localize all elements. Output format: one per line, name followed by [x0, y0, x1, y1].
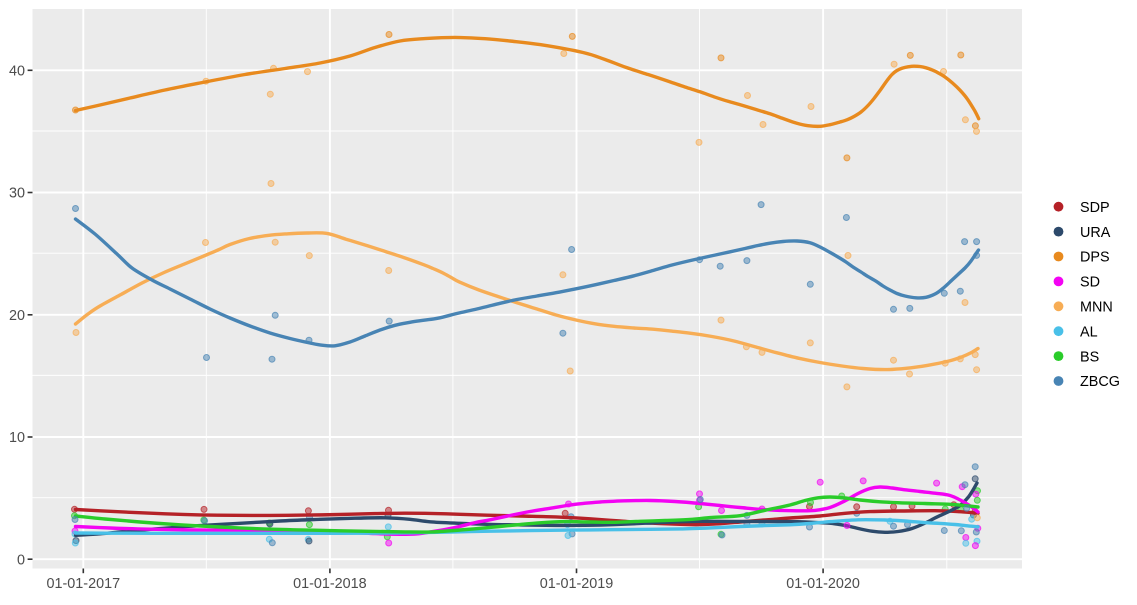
svg-text:ZBCG: ZBCG — [1080, 374, 1120, 390]
svg-text:SD: SD — [1080, 275, 1100, 291]
svg-text:10: 10 — [9, 430, 25, 446]
svg-text:AL: AL — [1080, 324, 1098, 340]
svg-text:20: 20 — [9, 308, 25, 324]
svg-text:40: 40 — [9, 64, 25, 80]
svg-text:01-01-2017: 01-01-2017 — [46, 576, 120, 592]
svg-text:01-01-2020: 01-01-2020 — [786, 576, 860, 592]
svg-text:DPS: DPS — [1080, 250, 1110, 266]
svg-text:URA: URA — [1080, 225, 1111, 241]
svg-text:01-01-2018: 01-01-2018 — [293, 576, 367, 592]
svg-text:MNN: MNN — [1080, 300, 1113, 316]
svg-text:SDP: SDP — [1080, 200, 1110, 216]
svg-text:0: 0 — [17, 552, 25, 568]
svg-text:BS: BS — [1080, 349, 1099, 365]
svg-text:30: 30 — [9, 186, 25, 202]
svg-text:01-01-2019: 01-01-2019 — [540, 576, 614, 592]
